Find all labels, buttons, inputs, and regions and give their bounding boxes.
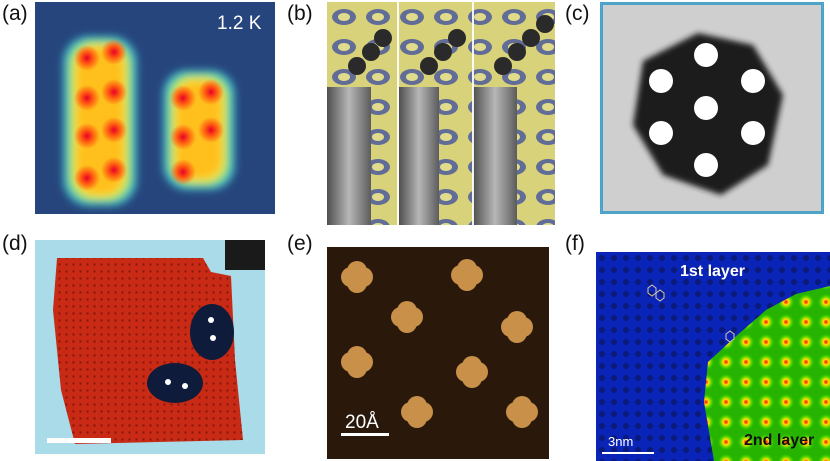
panel-label-f: (f) [565,232,585,255]
scale-bar-e-label: 20Å [345,412,379,433]
panel-label-e: (e) [287,232,313,255]
panel-label-a: (a) [2,2,28,25]
panel-label-d: (d) [2,232,28,255]
panel-a-image: 1.2 K [35,2,275,214]
temperature-label: 1.2 K [217,13,262,34]
panel-b-image [327,2,555,225]
scale-bar-f [602,452,654,454]
panel-e-image: 20Å [327,247,549,459]
panel-d-image [35,240,265,454]
scale-bar-f-label: 3nm [608,434,634,449]
second-layer-label: 2nd layer [744,432,815,449]
scale-bar-e [341,433,389,436]
panel-c-image [600,2,824,214]
panel-label-b: (b) [287,2,313,25]
first-layer-label: 1st layer [680,263,745,280]
panel-label-c: (c) [565,2,590,25]
panel-f-image: 1st layer 2nd layer 3nm [596,252,830,461]
scale-bar-d [47,438,111,443]
